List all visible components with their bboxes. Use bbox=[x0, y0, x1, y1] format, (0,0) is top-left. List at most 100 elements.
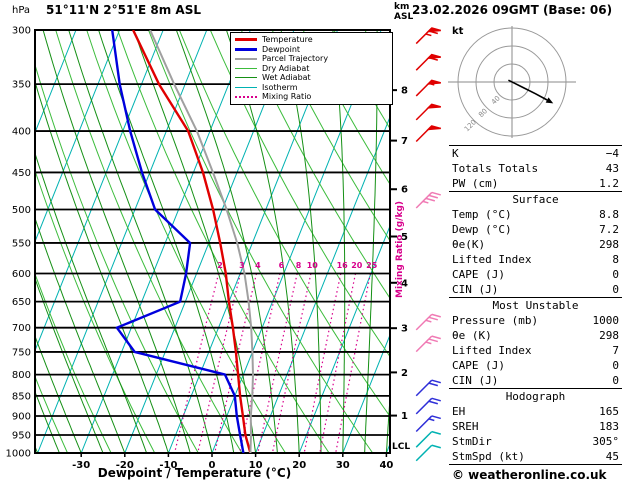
svg-text:850: 850 bbox=[12, 391, 31, 402]
index-value: 8 bbox=[612, 253, 619, 266]
index-label: CIN (J) bbox=[452, 283, 499, 296]
index-label: θe (K) bbox=[452, 329, 492, 342]
index-label: Temp (°C) bbox=[452, 208, 512, 221]
svg-text:4: 4 bbox=[401, 278, 408, 289]
svg-text:20: 20 bbox=[351, 261, 363, 270]
panel-divider bbox=[449, 388, 622, 389]
index-label: CAPE (J) bbox=[452, 268, 505, 281]
svg-text:10: 10 bbox=[249, 460, 263, 471]
index-label: θe(K) bbox=[452, 238, 486, 251]
index-value: 0 bbox=[612, 374, 619, 387]
index-row: K −4 bbox=[449, 146, 622, 161]
legend-item: Wet Adiabat bbox=[235, 73, 392, 83]
wind-barb bbox=[415, 444, 441, 462]
legend-swatch-wet-adiabat bbox=[235, 77, 257, 79]
hodograph-trace bbox=[508, 79, 548, 101]
index-value: 45 bbox=[605, 450, 619, 463]
index-label: K bbox=[452, 147, 459, 160]
svg-text:1: 1 bbox=[401, 411, 408, 422]
svg-text:1000: 1000 bbox=[6, 449, 31, 460]
legend-item: Mixing Ratio bbox=[235, 92, 392, 102]
svg-text:950: 950 bbox=[12, 430, 31, 441]
datetime-title: 23.02.2026 09GMT (Base: 06) bbox=[412, 3, 613, 17]
altitude-axis-ticks: 1 2 3 4 5 6 7 8 bbox=[390, 86, 408, 422]
panel-section-header: Most Unstable bbox=[492, 299, 579, 312]
legend-item: Isotherm bbox=[235, 83, 392, 93]
svg-text:8: 8 bbox=[401, 86, 408, 97]
index-label: CIN (J) bbox=[452, 374, 499, 387]
index-row: Lifted Index 8 bbox=[449, 252, 622, 267]
svg-text:5: 5 bbox=[401, 232, 408, 243]
svg-text:7: 7 bbox=[401, 136, 408, 147]
index-row: SREH 183 bbox=[449, 419, 622, 434]
svg-text:600: 600 bbox=[12, 269, 31, 280]
index-value: 165 bbox=[599, 405, 619, 418]
svg-text:300: 300 bbox=[12, 26, 31, 37]
wind-barb bbox=[415, 397, 441, 415]
svg-text:40: 40 bbox=[490, 94, 502, 106]
index-label: PW (cm) bbox=[452, 177, 499, 190]
legend-swatch-isotherm bbox=[235, 86, 257, 88]
wind-barb-column bbox=[415, 27, 441, 462]
legend-label: Dewpoint bbox=[262, 44, 301, 54]
wind-barb bbox=[415, 53, 441, 71]
panel-section-header: Surface bbox=[512, 193, 559, 206]
svg-text:20: 20 bbox=[292, 460, 306, 471]
panel-divider bbox=[449, 145, 622, 146]
index-row: θe (K) 298 bbox=[449, 328, 622, 343]
index-label: Dewp (°C) bbox=[452, 223, 512, 236]
legend-swatch-dry-adiabat bbox=[235, 67, 257, 69]
svg-text:8: 8 bbox=[296, 261, 302, 270]
altitude-axis-unit: km ASL bbox=[394, 2, 413, 22]
panel-divider bbox=[449, 297, 622, 298]
legend-label: Isotherm bbox=[262, 82, 298, 92]
svg-text:-30: -30 bbox=[72, 460, 90, 471]
index-value: 1.2 bbox=[599, 177, 619, 190]
svg-text:6: 6 bbox=[401, 185, 408, 196]
index-label: Lifted Index bbox=[452, 344, 532, 357]
svg-text:650: 650 bbox=[12, 297, 31, 308]
sounding-profiles bbox=[111, 30, 254, 453]
index-value: 305° bbox=[592, 435, 620, 448]
legend-label: Dry Adiabat bbox=[262, 63, 310, 73]
index-label: CAPE (J) bbox=[452, 359, 505, 372]
legend-swatch-parcel-trajectory bbox=[235, 57, 257, 60]
svg-text:3: 3 bbox=[401, 324, 408, 335]
svg-text:0: 0 bbox=[209, 460, 216, 471]
svg-text:3: 3 bbox=[239, 261, 245, 270]
legend-label: Temperature bbox=[262, 35, 313, 45]
index-row: StmDir 305° bbox=[449, 434, 622, 449]
pressure-axis-labels: 300 350 400 450 500 550 600 650 700 750 800 850 900 9… bbox=[6, 26, 31, 460]
svg-text:10: 10 bbox=[307, 261, 319, 270]
panel-section-header: Hodograph bbox=[505, 390, 566, 403]
index-value: 8.8 bbox=[599, 208, 619, 221]
station-title: 51°11'N 2°51'E 8m ASL bbox=[46, 3, 201, 17]
index-value: 298 bbox=[599, 329, 619, 342]
index-row: CIN (J) 0 bbox=[449, 282, 622, 297]
svg-text:80: 80 bbox=[477, 107, 489, 119]
svg-text:450: 450 bbox=[12, 168, 31, 179]
svg-text:800: 800 bbox=[12, 370, 31, 381]
index-value: 0 bbox=[612, 268, 619, 281]
wind-barb bbox=[415, 191, 441, 209]
altitude-unit-km: km bbox=[394, 2, 410, 12]
index-row: StmSpd (kt) 45 bbox=[449, 449, 622, 464]
index-row: CAPE (J) 0 bbox=[449, 358, 622, 373]
legend-item: Parcel Trajectory bbox=[235, 54, 392, 64]
wind-barb bbox=[415, 27, 441, 45]
index-value: 1000 bbox=[592, 314, 620, 327]
index-row: Totals Totals 43 bbox=[449, 161, 622, 176]
chart-legend: Temperature Dewpoint Parcel Trajectory Dry … bbox=[230, 32, 393, 105]
index-value: 0 bbox=[612, 359, 619, 372]
svg-text:16: 16 bbox=[337, 261, 349, 270]
series-parcel-trajectory bbox=[149, 30, 254, 453]
wind-barb bbox=[415, 79, 441, 97]
wind-barb bbox=[415, 335, 441, 353]
svg-text:350: 350 bbox=[12, 80, 31, 91]
svg-text:4: 4 bbox=[255, 261, 261, 270]
legend-label: Wet Adiabat bbox=[262, 73, 311, 83]
index-row: CIN (J) 0 bbox=[449, 373, 622, 388]
hodograph-arrowhead bbox=[545, 97, 554, 104]
svg-text:700: 700 bbox=[12, 323, 31, 334]
